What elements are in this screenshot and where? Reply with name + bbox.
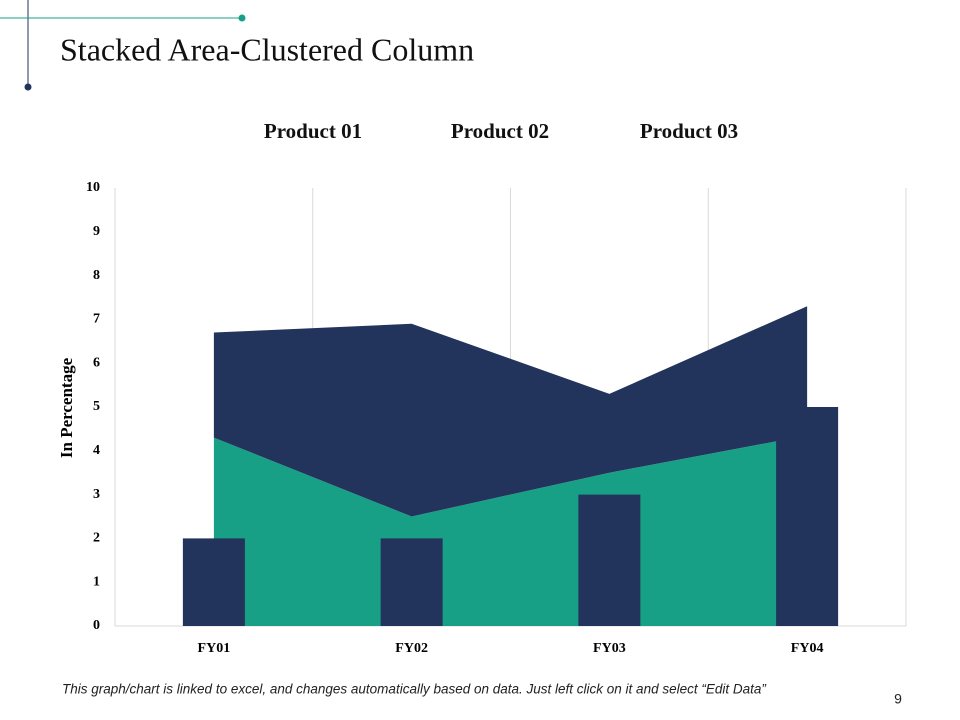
legend-entry: Product 01	[264, 119, 362, 143]
footer: This graph/chart is linked to excel, and…	[62, 682, 766, 697]
bar	[380, 538, 443, 626]
y-tick-label: 9	[93, 224, 100, 239]
bar	[182, 538, 245, 626]
y-tick-label: 4	[93, 443, 100, 458]
x-tick-label: FY01	[198, 641, 231, 656]
y-axis-label: In Percentage	[57, 357, 76, 458]
bar	[776, 407, 839, 626]
y-tick-label: 2	[93, 531, 100, 546]
y-tick-label: 1	[93, 574, 100, 589]
chart-title: Stacked Area-Clustered Column	[60, 31, 474, 67]
area	[213, 306, 808, 517]
page-number: 9	[894, 691, 902, 707]
y-tick-label: 6	[93, 355, 100, 370]
y-tick-label: 7	[93, 312, 100, 327]
legend-entry: Product 02	[451, 119, 549, 143]
y-tick-label: 5	[93, 399, 100, 414]
y-tick-label: 0	[93, 618, 100, 633]
legend-entry: Product 03	[640, 119, 738, 143]
area	[213, 435, 808, 626]
bar	[578, 494, 641, 626]
decor-dot	[238, 14, 246, 22]
x-tick-label: FY02	[395, 641, 428, 656]
y-tick-label: 10	[86, 180, 100, 195]
decor-dot	[24, 83, 32, 91]
x-tick-label: FY04	[791, 641, 824, 656]
y-tick-label: 3	[93, 487, 100, 502]
y-tick-label: 8	[93, 268, 100, 283]
x-tick-label: FY03	[593, 641, 626, 656]
